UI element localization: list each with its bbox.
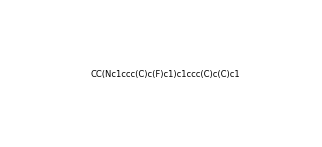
Text: CC(Nc1ccc(C)c(F)c1)c1ccc(C)c(C)c1: CC(Nc1ccc(C)c(F)c1)c1ccc(C)c(C)c1 <box>90 70 240 79</box>
